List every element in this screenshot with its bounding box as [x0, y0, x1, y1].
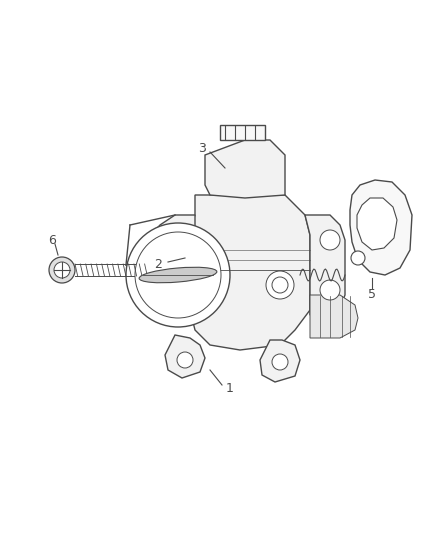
Text: 6: 6	[48, 233, 56, 246]
Circle shape	[135, 232, 221, 318]
Polygon shape	[220, 125, 265, 140]
Text: 1: 1	[226, 382, 234, 394]
Polygon shape	[350, 180, 412, 275]
Polygon shape	[165, 335, 205, 378]
Polygon shape	[205, 140, 285, 198]
Ellipse shape	[139, 267, 217, 283]
Polygon shape	[305, 215, 345, 315]
Circle shape	[266, 271, 294, 299]
Polygon shape	[260, 340, 300, 382]
Polygon shape	[195, 240, 230, 315]
Polygon shape	[148, 215, 195, 270]
Circle shape	[177, 352, 193, 368]
Circle shape	[320, 280, 340, 300]
Text: 3: 3	[198, 141, 206, 155]
Circle shape	[49, 257, 75, 283]
Circle shape	[320, 230, 340, 250]
Polygon shape	[190, 195, 310, 350]
Polygon shape	[310, 295, 358, 338]
Polygon shape	[357, 198, 397, 250]
Circle shape	[54, 262, 70, 278]
Circle shape	[272, 354, 288, 370]
Text: 2: 2	[154, 259, 162, 271]
Circle shape	[154, 237, 170, 253]
Circle shape	[351, 251, 365, 265]
Text: 5: 5	[368, 288, 376, 302]
Circle shape	[126, 223, 230, 327]
Circle shape	[272, 277, 288, 293]
